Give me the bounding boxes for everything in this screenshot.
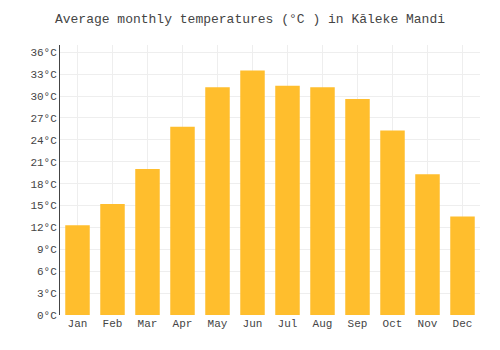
svg-text:Oct: Oct (383, 318, 403, 330)
svg-text:6°C: 6°C (37, 266, 57, 278)
svg-text:3°C: 3°C (37, 288, 57, 300)
svg-text:12°C: 12°C (30, 222, 57, 234)
svg-text:Sep: Sep (348, 318, 368, 330)
svg-text:Jul: Jul (278, 318, 298, 330)
svg-text:33°C: 33°C (30, 69, 57, 81)
svg-text:21°C: 21°C (30, 157, 57, 169)
svg-text:Aug: Aug (313, 318, 333, 330)
svg-text:15°C: 15°C (30, 200, 57, 212)
svg-text:May: May (208, 318, 228, 330)
svg-text:Dec: Dec (453, 318, 473, 330)
svg-text:18°C: 18°C (30, 179, 57, 191)
svg-text:Average monthly temperatures (: Average monthly temperatures (°C ) in Kā… (55, 12, 445, 27)
svg-text:Feb: Feb (103, 318, 123, 330)
svg-text:9°C: 9°C (37, 244, 57, 256)
svg-text:36°C: 36°C (30, 47, 57, 59)
svg-text:0°C: 0°C (37, 310, 57, 322)
svg-text:24°C: 24°C (30, 135, 57, 147)
svg-text:Nov: Nov (418, 318, 438, 330)
svg-text:Jun: Jun (243, 318, 263, 330)
svg-text:Mar: Mar (138, 318, 158, 330)
svg-text:Jan: Jan (68, 318, 88, 330)
svg-text:27°C: 27°C (30, 113, 57, 125)
svg-text:Apr: Apr (173, 318, 193, 330)
svg-text:30°C: 30°C (30, 91, 57, 103)
